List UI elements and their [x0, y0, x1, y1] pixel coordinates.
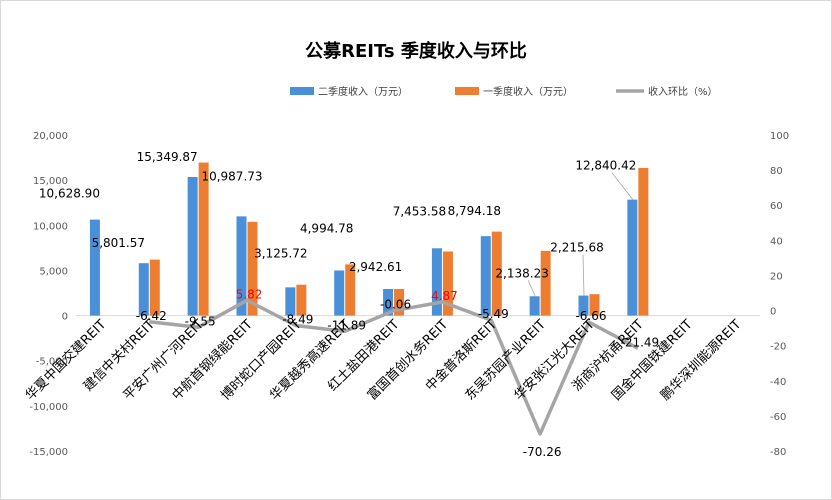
bar-q1 [540, 250, 551, 316]
bar-q2 [431, 248, 442, 316]
right-axis-tick-label: 80 [770, 166, 783, 177]
line-data-label: -5.49 [478, 307, 509, 321]
bar-q2 [138, 263, 149, 316]
line-data-label: -0.06 [380, 298, 411, 312]
right-axis-tick-label: -80 [770, 447, 786, 458]
bar-q1 [247, 221, 258, 316]
chart-title: 公募REITs 季度收入与环比 [305, 40, 527, 62]
bar-data-label: 5,801.57 [92, 236, 145, 250]
bar-q2 [383, 289, 394, 316]
left-axis-tick-label: 0 [62, 312, 68, 323]
bar-q2 [480, 236, 491, 316]
bar-data-label: 2,942.61 [349, 260, 402, 274]
label-leader-line [527, 280, 536, 297]
bars-layer [89, 162, 649, 316]
bar-q2 [285, 287, 296, 316]
bar-data-label: 7,453.58 [393, 204, 446, 218]
label-leader-line [611, 172, 634, 200]
right-axis-tick-label: 40 [770, 236, 783, 247]
bar-q1 [589, 294, 600, 316]
legend-label: 一季度收入（万元） [483, 85, 573, 98]
right-axis-tick-label: 20 [770, 271, 783, 282]
legend-swatch [455, 87, 479, 95]
bar-q1 [296, 284, 307, 316]
bar-q2 [627, 199, 638, 316]
left-axis-tick-label: 20,000 [33, 131, 68, 142]
bar-q2 [334, 270, 345, 316]
bar-q2 [578, 295, 589, 316]
right-axis-tick-label: -20 [770, 342, 786, 353]
legend-swatch [290, 87, 314, 95]
bar-data-label: 8,794.18 [448, 204, 501, 218]
bar-q2 [236, 216, 247, 316]
bar-q1 [638, 167, 649, 316]
bar-q1 [149, 259, 160, 316]
line-series-path [149, 298, 639, 436]
bar-q1 [491, 231, 502, 316]
bar-q2 [529, 296, 540, 316]
right-axis-tick-label: 60 [770, 201, 783, 212]
line-data-label: -6.66 [575, 309, 606, 323]
bar-q1 [394, 288, 405, 316]
left-axis-tick-label: -5,000 [36, 357, 68, 368]
bar-data-label: 4,994.78 [300, 221, 353, 235]
line-data-label: -11.89 [327, 318, 366, 332]
line-layer [149, 298, 639, 436]
right-axis-tick-label: -40 [770, 377, 786, 388]
line-data-label: -6.42 [136, 309, 167, 323]
left-axis: -15,000 -10,000 -5,000 0 5,000 10,000 15,000 20… [29, 131, 760, 458]
bar-data-label: 3,125.72 [254, 246, 307, 260]
bar-data-label: 10,987.73 [201, 169, 262, 183]
line-data-label: -9.55 [185, 314, 216, 328]
bar-data-label: 2,215.68 [550, 241, 603, 255]
right-axis-tick-label: 100 [770, 131, 789, 142]
bar-q2 [89, 219, 100, 316]
bar-q1 [442, 251, 453, 316]
bar-q1 [345, 264, 356, 316]
legend: 二季度收入（万元） 一季度收入（万元） 收入环比（%） [290, 85, 718, 98]
right-axis-tick-label: -60 [770, 412, 786, 423]
left-axis-tick-label: 15,000 [33, 176, 68, 187]
left-axis-tick-label: 5,000 [39, 266, 68, 277]
right-axis: -80 -60 -40 -20 0 20 40 60 80 100 [770, 131, 789, 458]
line-data-label: -8.49 [282, 312, 313, 326]
bar-q2 [187, 176, 198, 316]
bar-data-label: 2,138.23 [495, 266, 548, 280]
bar-data-label: 10,628.90 [39, 187, 100, 201]
line-data-label: -70.26 [523, 445, 562, 459]
left-axis-tick-label: -15,000 [29, 447, 68, 458]
bar-data-label: 15,349.87 [137, 150, 198, 164]
legend-label: 二季度收入（万元） [318, 85, 408, 98]
left-axis-tick-label: 10,000 [33, 221, 68, 232]
bar-data-label: 12,840.42 [575, 159, 636, 173]
line-data-label: -21.49 [621, 335, 660, 349]
left-axis-tick-label: -10,000 [29, 402, 68, 413]
line-data-label: 4.87 [431, 289, 458, 303]
line-data-label: 5.82 [236, 287, 263, 301]
bar-q1 [198, 162, 209, 316]
right-axis-tick-label: 0 [770, 307, 776, 318]
legend-label: 收入环比（%） [648, 85, 718, 98]
label-leader-line [582, 254, 585, 296]
